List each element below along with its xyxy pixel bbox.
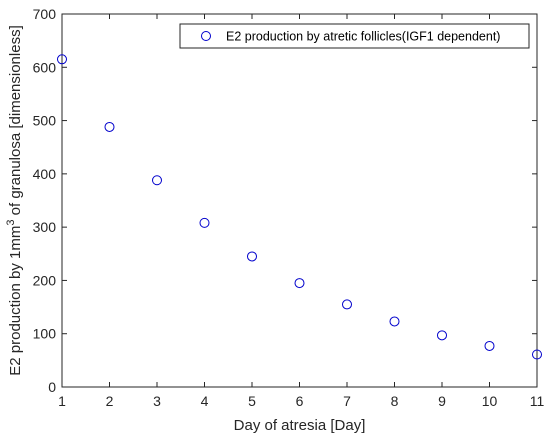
- data-point: [294, 278, 305, 289]
- legend-label: E2 production by atretic follicles(IGF1 …: [226, 30, 500, 44]
- y-axis-label-prefix: E2 production by 1mm: [7, 226, 24, 376]
- data-point: [104, 121, 115, 132]
- y-axis-label: E2 production by 1mm3 of granulosa [dime…: [5, 25, 24, 375]
- x-tick-label: 6: [296, 393, 304, 409]
- x-tick-label: 9: [438, 393, 446, 409]
- y-tick-label: 500: [33, 113, 57, 129]
- x-tick-label: 3: [153, 393, 161, 409]
- y-tick-label: 600: [33, 59, 57, 75]
- data-point: [389, 316, 400, 327]
- y-tick-label: 300: [33, 219, 57, 235]
- y-tick-label: 700: [33, 6, 57, 22]
- x-axis: 1 2 3 4 5 6 7 8 9 10 11: [58, 14, 544, 409]
- y-tick-label: 0: [48, 379, 56, 395]
- data-point: [484, 340, 495, 351]
- y-axis-label-suffix: of granulosa [dimensionless]: [7, 25, 24, 219]
- x-tick-label: 10: [482, 393, 498, 409]
- legend: E2 production by atretic follicles(IGF1 …: [179, 23, 530, 49]
- y-axis: 0 100 200 300 400 500 600 700: [33, 6, 537, 395]
- legend-marker: [201, 31, 211, 41]
- y-axis-label-superscript: 3: [5, 220, 17, 226]
- data-point: [437, 330, 447, 341]
- x-tick-label: 11: [530, 393, 545, 409]
- x-tick-label: 4: [201, 393, 209, 409]
- data-point: [342, 299, 352, 310]
- x-axis-label: Day of atresia [Day]: [234, 417, 366, 434]
- data-point: [57, 54, 67, 65]
- y-tick-label: 100: [33, 326, 57, 342]
- data-point: [152, 175, 162, 186]
- data-point: [199, 217, 210, 228]
- data-point: [247, 251, 257, 262]
- x-tick-label: 1: [58, 393, 66, 409]
- x-tick-label: 5: [248, 393, 256, 409]
- x-tick-label: 8: [391, 393, 399, 409]
- y-tick-label: 200: [33, 272, 57, 288]
- x-tick-label: 7: [343, 393, 351, 409]
- y-tick-label: 400: [33, 166, 57, 182]
- x-tick-label: 2: [106, 393, 114, 409]
- plot-area: [61, 13, 538, 388]
- data-points: [57, 54, 542, 360]
- data-point: [532, 349, 542, 360]
- legend-box: [179, 23, 530, 49]
